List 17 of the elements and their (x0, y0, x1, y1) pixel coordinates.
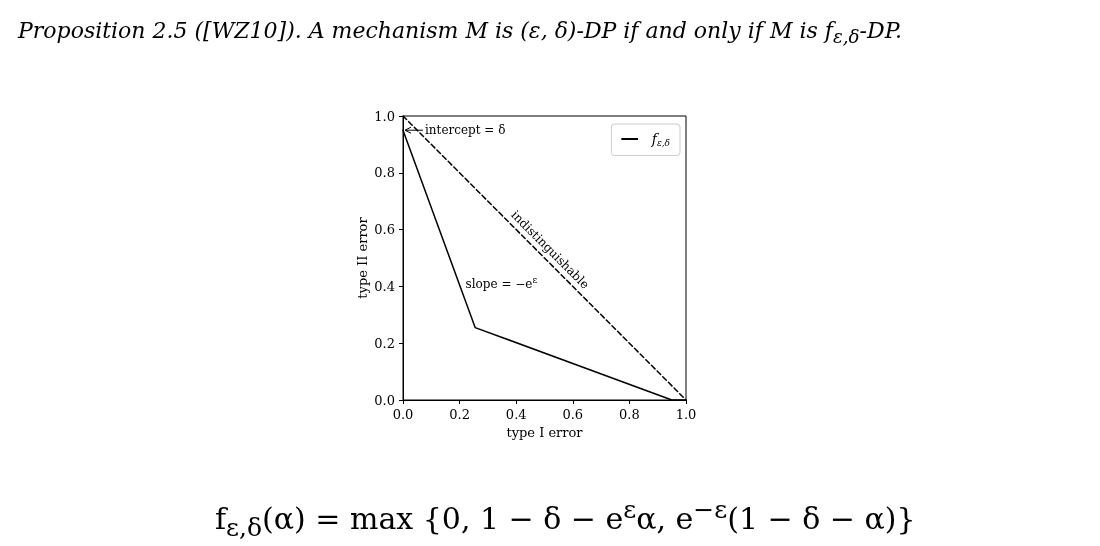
y-axis-title: type II error (355, 216, 370, 299)
y-tick-label: 1.0 (374, 108, 395, 124)
y-tick-label: 0.0 (374, 392, 395, 408)
x-tick-label: 0.4 (505, 407, 527, 422)
annotation: intercept = δ (425, 123, 506, 138)
y-tick-label: 0.2 (374, 335, 395, 351)
x-tick-label: 1.0 (675, 407, 697, 422)
text: f$_{ε,δ}$(α) = max {0, 1 − δ − e$^{ε}$α, e$^{−ε}$(1 − δ − α)} (215, 495, 916, 542)
y-tick-label: 0.4 (374, 278, 395, 294)
x-tick-label: 0.8 (619, 407, 640, 422)
y-tick-label: 0.8 (374, 165, 395, 181)
x-tick-label: 0.6 (562, 407, 584, 422)
y-tick-label: 0.6 (374, 222, 395, 238)
x-tick-label: 0.0 (392, 407, 414, 422)
chart-title: Proposition 2.5 ([WZ10]). A mechanism M is (ε, δ)-DP if and only if M is f$_{ε,δ}$-DP. (18, 18, 903, 48)
x-axis-title: type I error (506, 424, 584, 440)
x-tick-label: 0.2 (449, 407, 470, 422)
